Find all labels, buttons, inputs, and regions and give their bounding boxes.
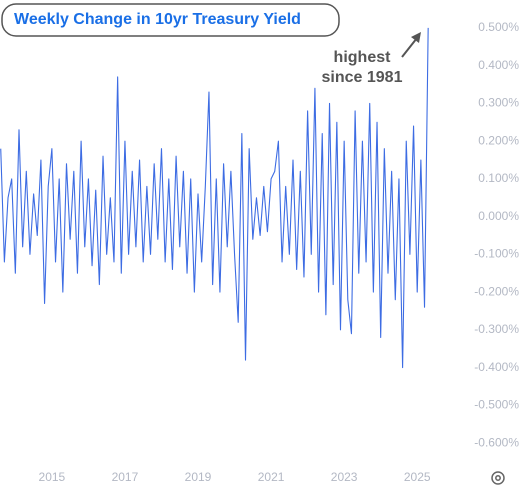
y-tick-label: 0.200% [478,133,519,147]
x-tick-label: 2025 [404,470,431,484]
y-tick-label: -0.200% [474,284,519,298]
annotation: highest [334,49,392,66]
y-tick-label: 0.000% [478,209,519,223]
title-box [1,3,340,37]
y-tick-label: 0.100% [478,171,519,185]
y-tick-label: -0.400% [474,360,519,374]
annotation-arrowhead [411,32,421,43]
x-tick-label: 2019 [185,470,212,484]
y-tick-label: -0.100% [474,247,519,261]
settings-icon[interactable] [491,471,505,485]
annotation: since 1981 [322,69,403,86]
y-tick-label: -0.600% [474,435,519,449]
x-tick-label: 2015 [39,470,66,484]
chart-title: Weekly Change in 10yr Treasury Yield [14,11,301,28]
y-tick-label: -0.300% [474,322,519,336]
x-tick-label: 2023 [331,470,358,484]
x-tick-label: 2017 [112,470,139,484]
x-tick-label: 2021 [258,470,285,484]
line-series [0,27,429,369]
annotation-arrow [401,37,418,58]
y-tick-label: 0.400% [478,58,519,72]
y-tick-label: -0.500% [474,398,519,412]
y-tick-label: 0.500% [478,20,519,34]
y-tick-label: 0.300% [478,96,519,110]
